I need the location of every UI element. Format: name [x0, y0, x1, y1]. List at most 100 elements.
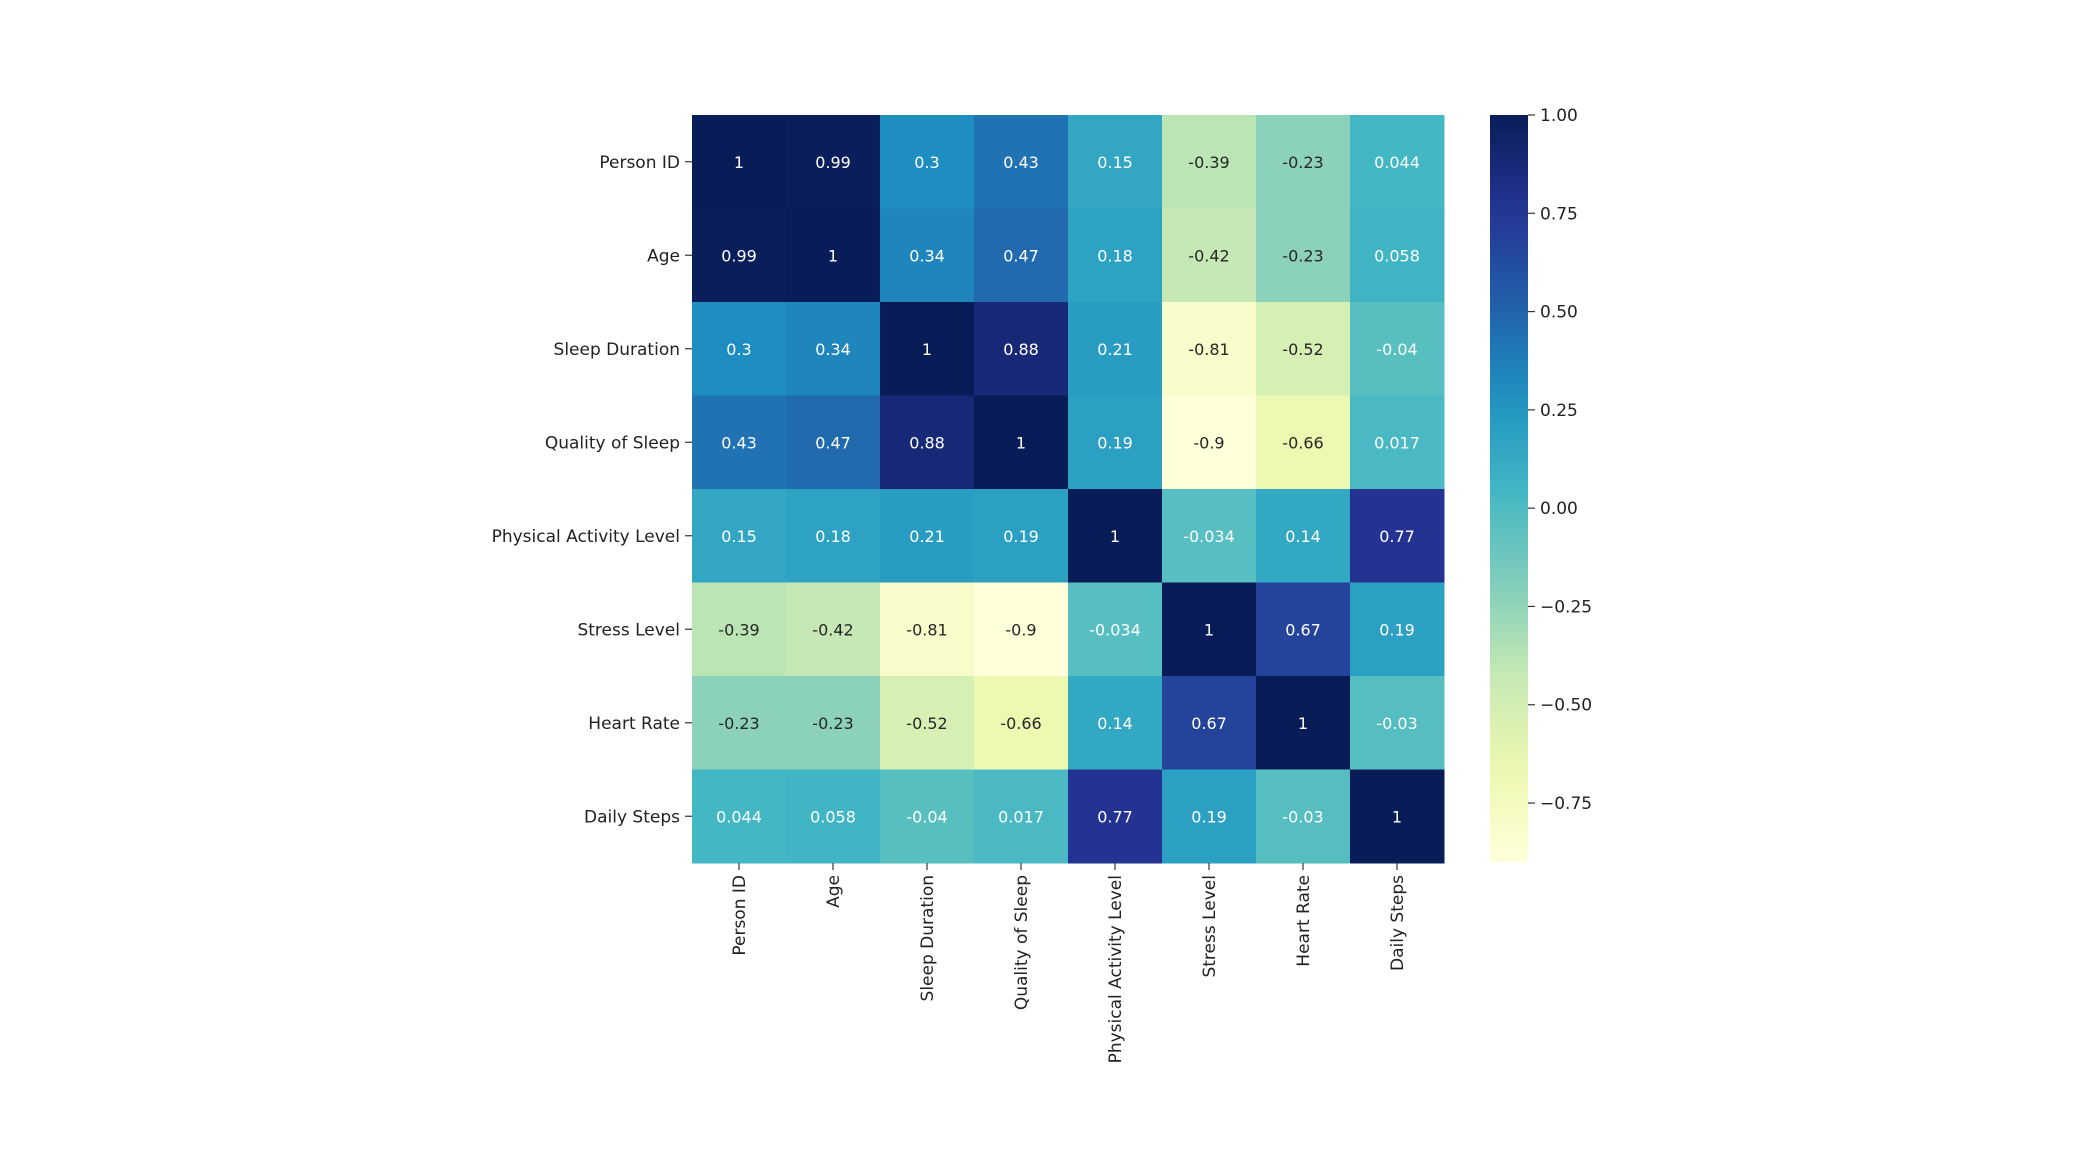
cell-annotation: 0.14: [1097, 714, 1133, 733]
cell-annotation: -0.52: [906, 714, 947, 733]
cell-annotation: 0.058: [1374, 246, 1420, 265]
cell-annotation: -0.034: [1183, 527, 1235, 546]
cell-annotation: 0.67: [1285, 620, 1321, 639]
cell-annotation: 0.19: [1191, 807, 1227, 826]
colorbar-tick-label: −0.25: [1540, 597, 1592, 617]
heatmap-cell: [880, 115, 975, 209]
cell-annotation: 0.99: [721, 246, 757, 265]
cell-annotation: -0.04: [1376, 340, 1417, 359]
cell-annotation: 0.34: [909, 246, 945, 265]
heatmap-cell: [1068, 395, 1163, 490]
cell-annotation: 0.3: [726, 340, 751, 359]
cell-annotation: -0.66: [1000, 714, 1041, 733]
cell-annotation: 1: [828, 246, 838, 265]
y-tick-label: Sleep Duration: [554, 340, 680, 360]
heatmap-cell: [1256, 769, 1351, 864]
heatmap-cell: [692, 676, 787, 770]
heatmap-cell: [1162, 302, 1257, 396]
cell-annotation: -0.23: [1282, 246, 1323, 265]
cell-annotation: 0.18: [1097, 246, 1133, 265]
heatmap-cell: [1256, 489, 1351, 583]
heatmap-cell: [1068, 582, 1163, 677]
colorbar: 1.00 0.75 0.50 0.25 0.00 −0.25 −0.50 −0.75: [1490, 106, 1592, 862]
cell-annotation: -0.42: [1188, 246, 1229, 265]
heatmap-cell: [880, 489, 975, 583]
heatmap-cell: [1256, 208, 1351, 303]
heatmap-cell: [1162, 115, 1257, 209]
x-axis: Person ID Age Sleep Duration Quality of Sle…: [730, 863, 1408, 1063]
y-axis: Person ID Age Sleep Duration Quality of Sle…: [492, 153, 692, 827]
cell-annotation: 0.15: [721, 527, 757, 546]
cell-annotation: 0.017: [1374, 433, 1420, 452]
colorbar-tick-label: 0.50: [1540, 303, 1578, 323]
heatmap-cell: [1350, 115, 1445, 209]
cell-annotation: -0.23: [718, 714, 759, 733]
heatmap-cell: [692, 395, 787, 490]
heatmap-cell: [974, 395, 1069, 490]
cell-annotation: -0.03: [1376, 714, 1417, 733]
y-tick-label: Daily Steps: [584, 807, 680, 827]
x-tick-label: Person ID: [730, 875, 750, 956]
cell-annotation: 0.058: [810, 807, 856, 826]
cell-annotation: 0.14: [1285, 527, 1321, 546]
cell-annotation: -0.034: [1089, 620, 1141, 639]
heatmap-cell: [786, 302, 881, 396]
heatmap-cell: [974, 115, 1069, 209]
cell-annotation: 0.19: [1379, 620, 1415, 639]
heatmap-cell: [786, 582, 881, 677]
heatmap-cell: [974, 208, 1069, 303]
cell-annotation: 0.47: [815, 433, 851, 452]
heatmap-cell: [692, 208, 787, 303]
cell-annotation: 0.044: [1374, 153, 1420, 172]
heatmap-cell: [1068, 115, 1163, 209]
heatmap-cell: [974, 489, 1069, 583]
x-tick-label: Daily Steps: [1388, 875, 1408, 971]
heatmap-cell: [786, 489, 881, 583]
heatmap-cell: [1256, 582, 1351, 677]
cell-annotation: -0.39: [718, 620, 759, 639]
cell-annotation: 0.77: [1097, 807, 1133, 826]
cell-annotation: 0.88: [1003, 340, 1039, 359]
cell-annotation: 0.21: [909, 527, 945, 546]
cell-annotation: 0.47: [1003, 246, 1039, 265]
heatmap-cell: [1256, 395, 1351, 490]
cell-annotation: -0.42: [812, 620, 853, 639]
heatmap-cell: [880, 676, 975, 770]
cell-annotation: -0.23: [1282, 153, 1323, 172]
cell-annotation: -0.03: [1282, 807, 1323, 826]
cell-annotation: 0.34: [815, 340, 851, 359]
colorbar-tick-label: −0.50: [1540, 696, 1592, 716]
cell-annotation: 0.3: [914, 153, 939, 172]
cell-annotation: 0.017: [998, 807, 1044, 826]
x-tick-label: Age: [824, 875, 844, 908]
heatmap-cell: [1350, 208, 1445, 303]
heatmap-cell: [692, 582, 787, 677]
heatmap-cell: [1162, 676, 1257, 770]
heatmap-cell: [692, 769, 787, 864]
heatmap-cell: [974, 769, 1069, 864]
cell-annotation: -0.39: [1188, 153, 1229, 172]
y-tick-label: Person ID: [599, 153, 680, 173]
heatmap-cell: [1162, 395, 1257, 490]
cell-annotation: 1: [1204, 620, 1214, 639]
cell-annotation: 1: [1016, 433, 1026, 452]
cell-annotation: 0.43: [721, 433, 757, 452]
heatmap-cell: [1068, 208, 1163, 303]
colorbar-tick-label: 0.00: [1540, 499, 1578, 519]
cell-annotation: 0.99: [815, 153, 851, 172]
heatmap-cell: [1068, 769, 1163, 864]
heatmap-cell: [786, 395, 881, 490]
cell-annotation: 0.15: [1097, 153, 1133, 172]
cell-annotation: 0.21: [1097, 340, 1133, 359]
x-tick-label: Stress Level: [1200, 875, 1220, 978]
x-tick-label: Heart Rate: [1294, 875, 1314, 967]
cell-annotation: 1: [922, 340, 932, 359]
heatmap-cell: [1068, 676, 1163, 770]
heatmap-cell: [1350, 676, 1445, 770]
cell-annotation: -0.23: [812, 714, 853, 733]
heatmap-cell: [974, 582, 1069, 677]
heatmap-cell: [1162, 489, 1257, 583]
heatmap-cell: [880, 395, 975, 490]
cell-annotation: -0.9: [1005, 620, 1036, 639]
